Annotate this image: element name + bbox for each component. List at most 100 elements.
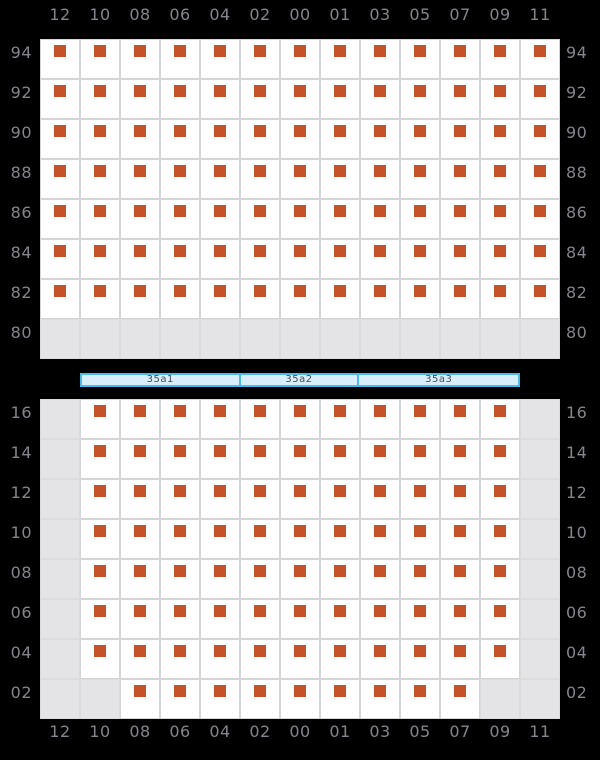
grid-cell[interactable]: [480, 39, 520, 79]
grid-cell[interactable]: [360, 199, 400, 239]
grid-cell[interactable]: [360, 279, 400, 319]
grid-cell[interactable]: [80, 239, 120, 279]
grid-cell[interactable]: [520, 159, 560, 199]
grid-cell[interactable]: [120, 479, 160, 519]
grid-cell[interactable]: [520, 79, 560, 119]
grid-cell[interactable]: [200, 639, 240, 679]
grid-cell[interactable]: [160, 39, 200, 79]
grid-cell[interactable]: [80, 399, 120, 439]
grid-cell[interactable]: [320, 159, 360, 199]
grid-cell[interactable]: [240, 39, 280, 79]
grid-cell[interactable]: [120, 599, 160, 639]
grid-cell[interactable]: [280, 199, 320, 239]
grid-cell[interactable]: [520, 199, 560, 239]
grid-cell[interactable]: [40, 119, 80, 159]
grid-cell[interactable]: [40, 199, 80, 239]
grid-cell[interactable]: [200, 559, 240, 599]
grid-cell[interactable]: [480, 479, 520, 519]
grid-cell[interactable]: [80, 159, 120, 199]
grid-cell[interactable]: [40, 79, 80, 119]
grid-cell[interactable]: [280, 119, 320, 159]
grid-cell[interactable]: [80, 79, 120, 119]
grid-cell[interactable]: [200, 679, 240, 719]
grid-cell[interactable]: [360, 559, 400, 599]
grid-cell[interactable]: [120, 519, 160, 559]
grid-cell[interactable]: [400, 519, 440, 559]
grid-cell[interactable]: [360, 79, 400, 119]
grid-cell[interactable]: [400, 399, 440, 439]
grid-cell[interactable]: [480, 639, 520, 679]
grid-cell[interactable]: [240, 199, 280, 239]
grid-cell[interactable]: [280, 519, 320, 559]
grid-cell[interactable]: [400, 199, 440, 239]
grid-cell[interactable]: [440, 519, 480, 559]
grid-cell[interactable]: [360, 519, 400, 559]
grid-cell[interactable]: [120, 639, 160, 679]
grid-cell[interactable]: [120, 439, 160, 479]
grid-cell[interactable]: [240, 279, 280, 319]
grid-cell[interactable]: [440, 639, 480, 679]
bar-segment[interactable]: 35a2: [241, 375, 360, 385]
grid-cell[interactable]: [120, 279, 160, 319]
grid-cell[interactable]: [280, 159, 320, 199]
grid-cell[interactable]: [520, 279, 560, 319]
grid-cell[interactable]: [280, 279, 320, 319]
grid-cell[interactable]: [480, 239, 520, 279]
grid-cell[interactable]: [120, 159, 160, 199]
grid-cell[interactable]: [200, 199, 240, 239]
grid-cell[interactable]: [160, 79, 200, 119]
grid-cell[interactable]: [400, 239, 440, 279]
grid-cell[interactable]: [120, 79, 160, 119]
grid-cell[interactable]: [200, 519, 240, 559]
grid-cell[interactable]: [240, 239, 280, 279]
grid-cell[interactable]: [200, 79, 240, 119]
grid-cell[interactable]: [480, 79, 520, 119]
grid-cell[interactable]: [280, 599, 320, 639]
grid-cell[interactable]: [480, 399, 520, 439]
grid-cell[interactable]: [80, 559, 120, 599]
grid-cell[interactable]: [440, 79, 480, 119]
grid-cell[interactable]: [480, 439, 520, 479]
grid-cell[interactable]: [160, 399, 200, 439]
grid-cell[interactable]: [520, 39, 560, 79]
grid-cell[interactable]: [200, 599, 240, 639]
grid-cell[interactable]: [240, 599, 280, 639]
grid-cell[interactable]: [320, 599, 360, 639]
grid-cell[interactable]: [80, 639, 120, 679]
grid-cell[interactable]: [80, 519, 120, 559]
grid-cell[interactable]: [400, 639, 440, 679]
grid-cell[interactable]: [240, 479, 280, 519]
grid-cell[interactable]: [280, 479, 320, 519]
grid-cell[interactable]: [120, 199, 160, 239]
grid-cell[interactable]: [400, 439, 440, 479]
grid-cell[interactable]: [400, 119, 440, 159]
grid-cell[interactable]: [160, 599, 200, 639]
grid-cell[interactable]: [280, 239, 320, 279]
grid-cell[interactable]: [200, 159, 240, 199]
grid-cell[interactable]: [480, 159, 520, 199]
grid-cell[interactable]: [200, 479, 240, 519]
grid-cell[interactable]: [240, 639, 280, 679]
grid-cell[interactable]: [280, 679, 320, 719]
grid-cell[interactable]: [360, 479, 400, 519]
grid-cell[interactable]: [160, 679, 200, 719]
grid-cell[interactable]: [320, 399, 360, 439]
grid-cell[interactable]: [200, 119, 240, 159]
grid-cell[interactable]: [200, 399, 240, 439]
grid-cell[interactable]: [80, 479, 120, 519]
grid-cell[interactable]: [160, 199, 200, 239]
grid-cell[interactable]: [240, 559, 280, 599]
bar-segment[interactable]: 35a3: [359, 375, 518, 385]
grid-cell[interactable]: [120, 239, 160, 279]
grid-cell[interactable]: [160, 559, 200, 599]
grid-cell[interactable]: [440, 439, 480, 479]
grid-cell[interactable]: [440, 239, 480, 279]
grid-cell[interactable]: [360, 639, 400, 679]
grid-cell[interactable]: [200, 39, 240, 79]
grid-cell[interactable]: [320, 679, 360, 719]
grid-cell[interactable]: [240, 439, 280, 479]
grid-cell[interactable]: [320, 199, 360, 239]
grid-cell[interactable]: [400, 279, 440, 319]
grid-cell[interactable]: [120, 559, 160, 599]
grid-cell[interactable]: [240, 519, 280, 559]
